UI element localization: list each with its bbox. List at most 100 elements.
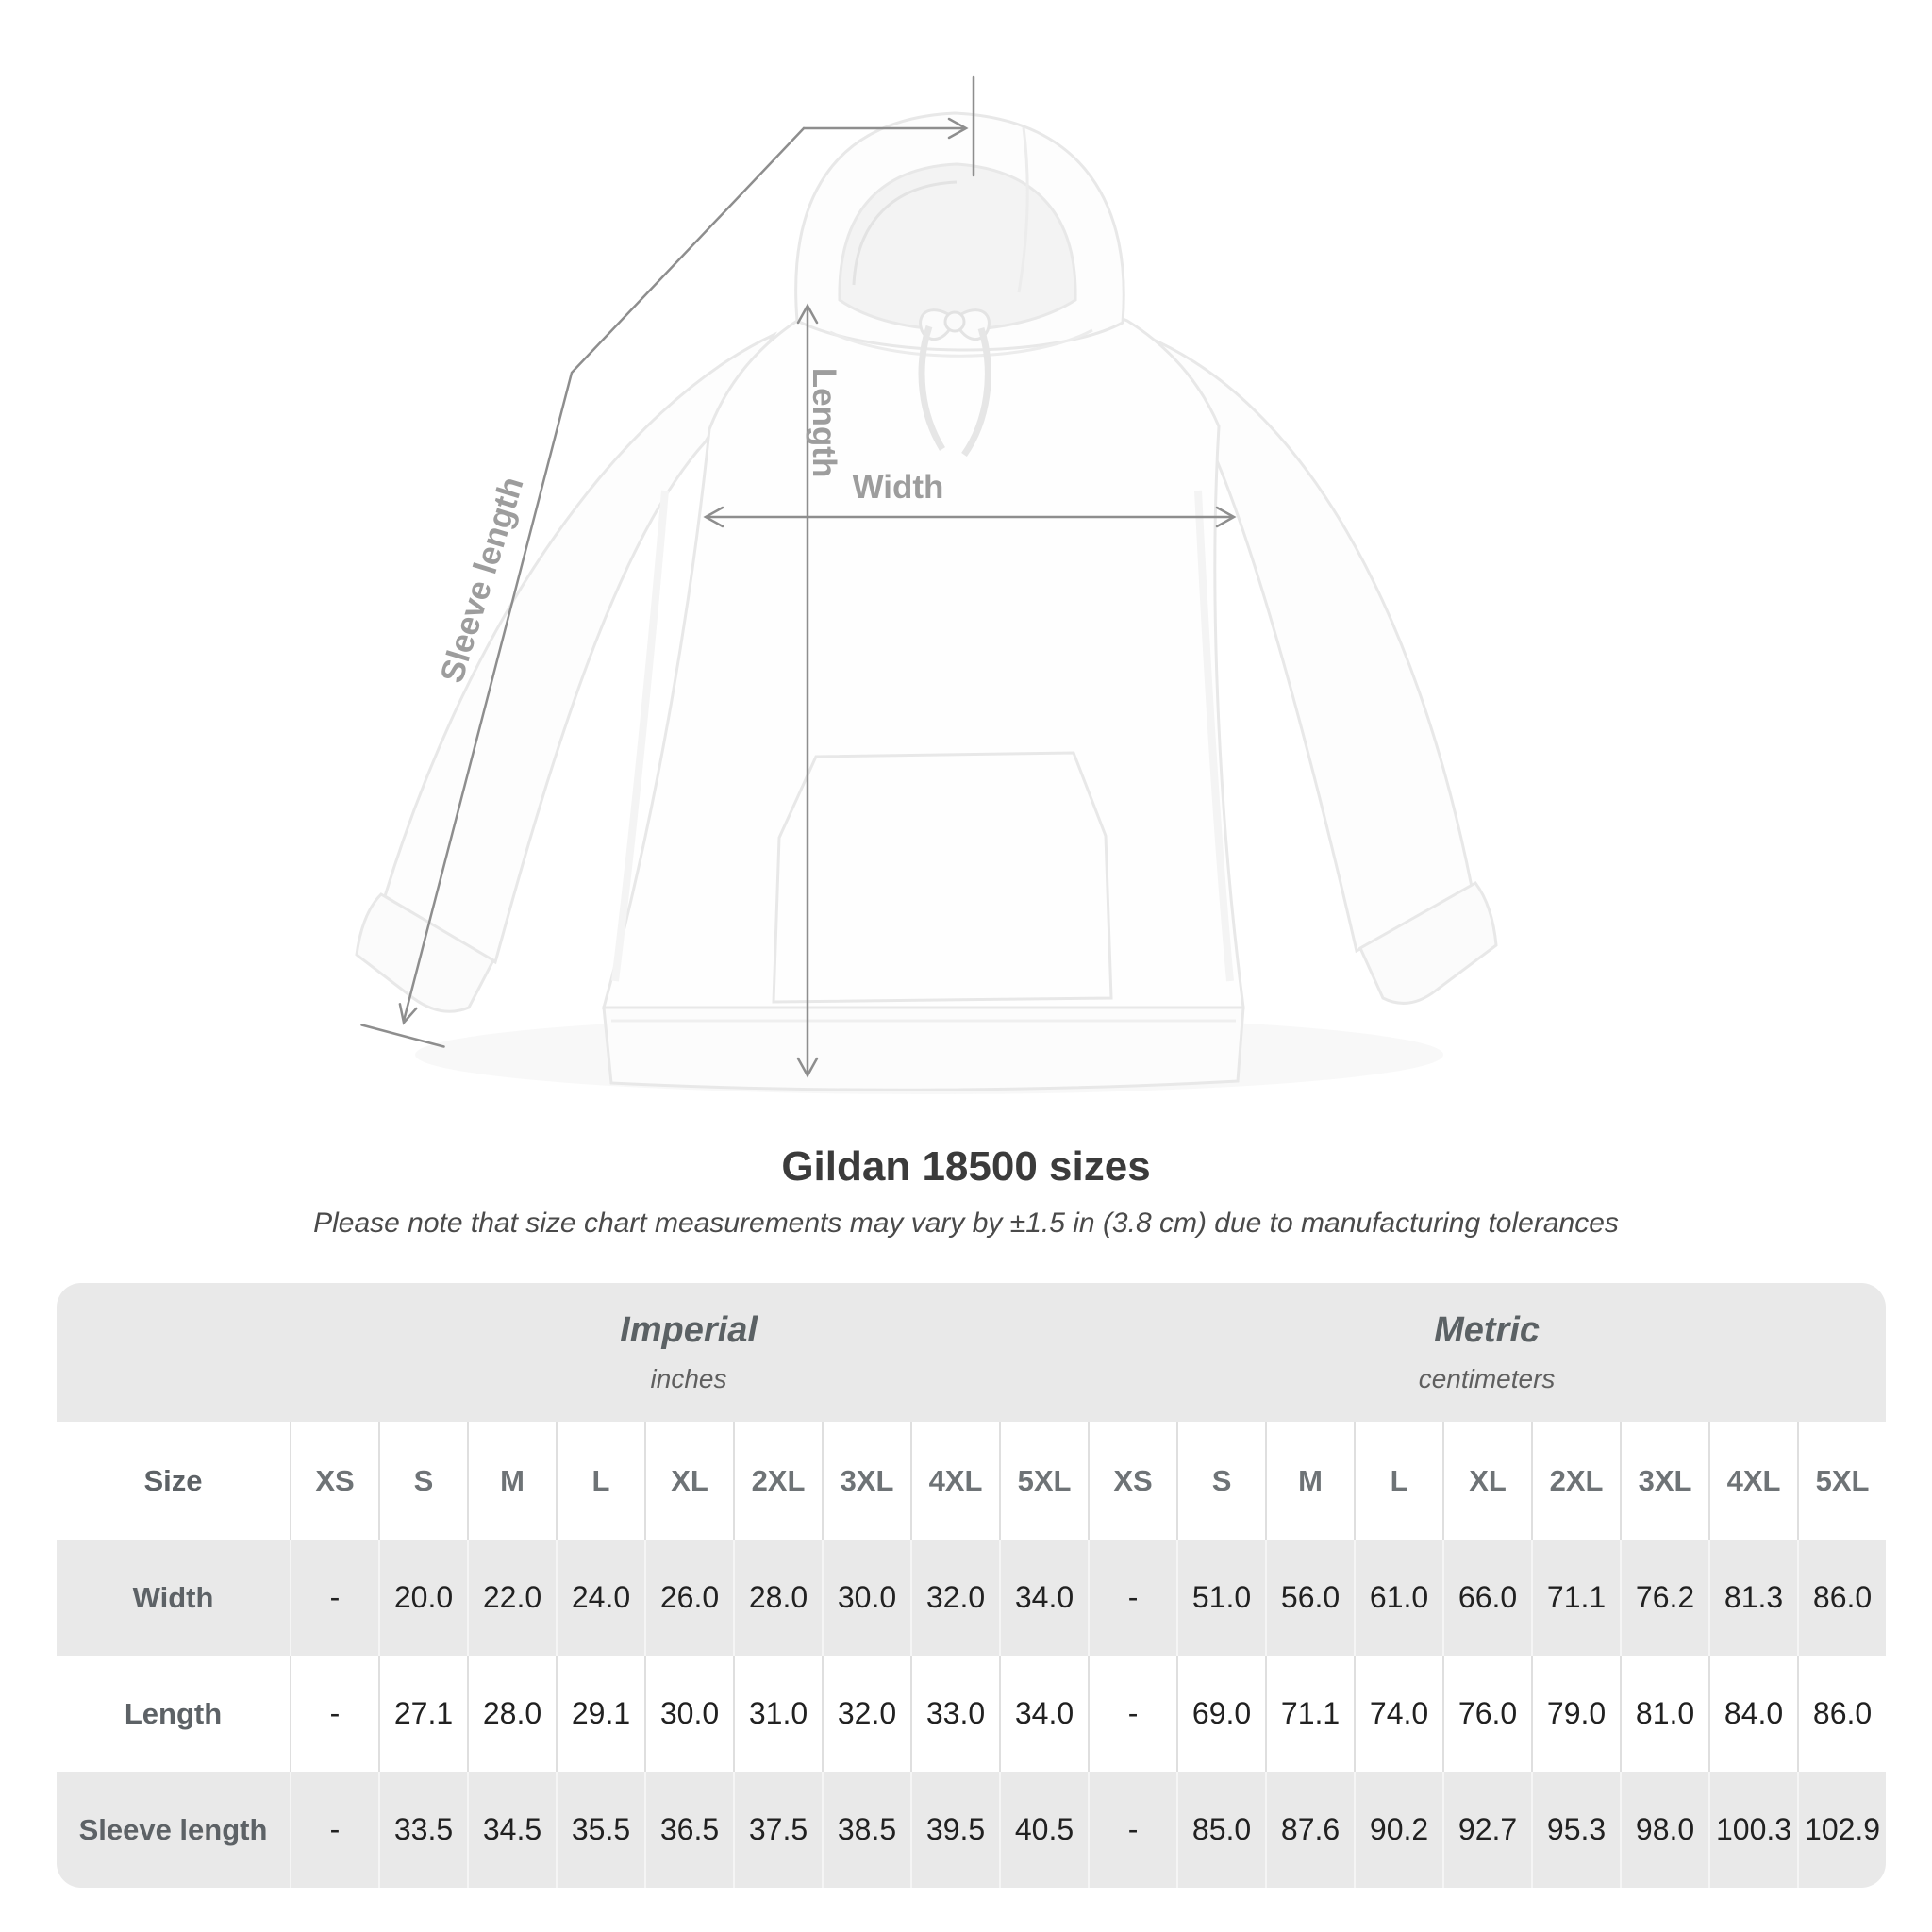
cell-value-metric: 71.1	[1265, 1656, 1355, 1772]
cell-value-imperial: -	[290, 1540, 378, 1656]
row-label: Sleeve length	[57, 1772, 290, 1888]
cell-value-metric: 76.2	[1620, 1540, 1709, 1656]
cell-value-metric: 74.0	[1354, 1656, 1443, 1772]
cell-value-imperial: 28.0	[733, 1540, 822, 1656]
cell-value-imperial: 39.5	[910, 1772, 999, 1888]
right-cuff	[1358, 881, 1498, 1005]
cell-value-metric: 95.3	[1531, 1772, 1621, 1888]
row-label: Width	[57, 1540, 290, 1656]
cell-value-imperial: 34.0	[999, 1656, 1089, 1772]
measurement-row-sleeve-length: Sleeve length -33.5 34.5 35.5 36.5 37.5 38.5 39…	[57, 1772, 1887, 1888]
size-header-imperial: S	[378, 1422, 467, 1540]
size-header-imperial: M	[467, 1422, 556, 1540]
cell-value-imperial: 27.1	[378, 1656, 467, 1772]
size-header-metric: 3XL	[1620, 1422, 1709, 1540]
cell-value-metric: -	[1088, 1540, 1177, 1656]
sleeve-arrowhead-right-icon	[947, 117, 969, 140]
size-header-imperial: 4XL	[910, 1422, 999, 1540]
width-label: Width	[853, 469, 944, 506]
cell-value-metric: 90.2	[1354, 1772, 1443, 1888]
size-header-metric: 2XL	[1531, 1422, 1621, 1540]
page-title: Gildan 18500 sizes	[781, 1143, 1151, 1190]
unit-header-metric: Metric centimeters	[1088, 1283, 1887, 1422]
hoodie-illustration	[355, 111, 1498, 1091]
cell-value-metric: 85.0	[1176, 1772, 1266, 1888]
hoodie-measurement-figure: Length Width Sleeve length	[355, 75, 1498, 1091]
cell-value-imperial: 40.5	[999, 1772, 1089, 1888]
hood-lining-seam	[852, 180, 958, 286]
cell-value-imperial: 35.5	[556, 1772, 644, 1888]
size-header-imperial: XS	[290, 1422, 378, 1540]
cell-value-imperial: 31.0	[733, 1656, 822, 1772]
cell-value-metric: 100.3	[1708, 1772, 1798, 1888]
crease-left	[611, 490, 669, 982]
cell-value-metric: 71.1	[1531, 1540, 1621, 1656]
metric-label: Metric	[1434, 1310, 1541, 1350]
cell-value-metric: 66.0	[1442, 1540, 1532, 1656]
cell-value-metric: 102.9	[1797, 1772, 1887, 1888]
metric-sublabel: centimeters	[1418, 1364, 1556, 1393]
left-cuff	[355, 892, 495, 1013]
cell-value-imperial: 33.5	[378, 1772, 467, 1888]
width-arrowhead-left-icon	[703, 506, 724, 528]
size-header-metric: L	[1354, 1422, 1443, 1540]
unit-header-row: Imperial inches Metric centimeters	[57, 1283, 1887, 1422]
size-table-body: Imperial inches Metric centimeters Size X…	[57, 1283, 1887, 1888]
size-header-metric: S	[1176, 1422, 1266, 1540]
unit-header-imperial: Imperial inches	[290, 1283, 1089, 1422]
length-arrowhead-bottom-icon	[796, 1057, 819, 1078]
cell-value-imperial: -	[290, 1772, 378, 1888]
measurement-row-width: Width -20.0 22.0 24.0 26.0 28.0 30.0 32.0 34.0-5…	[57, 1540, 1887, 1656]
cell-value-metric: 51.0	[1176, 1540, 1266, 1656]
cell-value-imperial: 22.0	[467, 1540, 556, 1656]
length-arrowhead-top-icon	[796, 303, 819, 325]
size-header-metric: 4XL	[1708, 1422, 1798, 1540]
cell-value-metric: 86.0	[1797, 1656, 1887, 1772]
width-arrowhead-right-icon	[1215, 506, 1237, 528]
size-header-metric: XS	[1088, 1422, 1177, 1540]
cell-value-metric: 79.0	[1531, 1656, 1621, 1772]
cell-value-imperial: 34.5	[467, 1772, 556, 1888]
size-header-row: Size XS S M L XL 2XL 3XL 4XL 5XL XS S M L XL 2XL 3XL 4XL 5…	[57, 1422, 1887, 1540]
kangaroo-pocket	[772, 751, 1113, 1004]
page-subtitle: Please note that size chart measurements…	[313, 1208, 1619, 1239]
sleeve-diagonal-line	[402, 126, 806, 1023]
size-table: Imperial inches Metric centimeters Size X…	[57, 1283, 1887, 1888]
cell-value-imperial: 26.0	[644, 1540, 733, 1656]
size-header-imperial: 3XL	[822, 1422, 910, 1540]
drawstring-left	[918, 325, 945, 451]
cell-value-metric: 92.7	[1442, 1772, 1532, 1888]
cell-value-imperial: 24.0	[556, 1540, 644, 1656]
measurement-annotations	[360, 75, 1237, 1078]
cell-value-metric: 69.0	[1176, 1656, 1266, 1772]
cell-value-imperial: 33.0	[910, 1656, 999, 1772]
cell-value-metric: -	[1088, 1656, 1177, 1772]
cell-value-imperial: 37.5	[733, 1772, 822, 1888]
cell-value-metric: -	[1088, 1772, 1177, 1888]
cell-value-metric: 84.0	[1708, 1656, 1798, 1772]
cell-value-metric: 61.0	[1354, 1540, 1443, 1656]
sleeve-arrowhead-bottom-icon	[398, 1003, 418, 1025]
cell-value-metric: 81.0	[1620, 1656, 1709, 1772]
cell-value-imperial: 32.0	[910, 1540, 999, 1656]
cell-value-imperial: 28.0	[467, 1656, 556, 1772]
cell-value-metric: 98.0	[1620, 1772, 1709, 1888]
hem-band	[602, 1006, 1245, 1091]
cell-value-metric: 76.0	[1442, 1656, 1532, 1772]
cell-value-imperial: 38.5	[822, 1772, 910, 1888]
cell-value-imperial: 20.0	[378, 1540, 467, 1656]
cell-value-imperial: 32.0	[822, 1656, 910, 1772]
size-header-imperial: 5XL	[999, 1422, 1089, 1540]
cell-value-imperial: 29.1	[556, 1656, 644, 1772]
size-column-header: Size	[57, 1422, 290, 1540]
unit-header-spacer	[57, 1283, 290, 1422]
crease-right	[1194, 490, 1234, 982]
cell-value-imperial: -	[290, 1656, 378, 1772]
hood-center-seam	[1017, 126, 1029, 293]
cell-value-metric: 81.3	[1708, 1540, 1798, 1656]
cell-value-imperial: 36.5	[644, 1772, 733, 1888]
cell-value-imperial: 34.0	[999, 1540, 1089, 1656]
cell-value-metric: 86.0	[1797, 1540, 1887, 1656]
size-header-imperial: XL	[644, 1422, 733, 1540]
